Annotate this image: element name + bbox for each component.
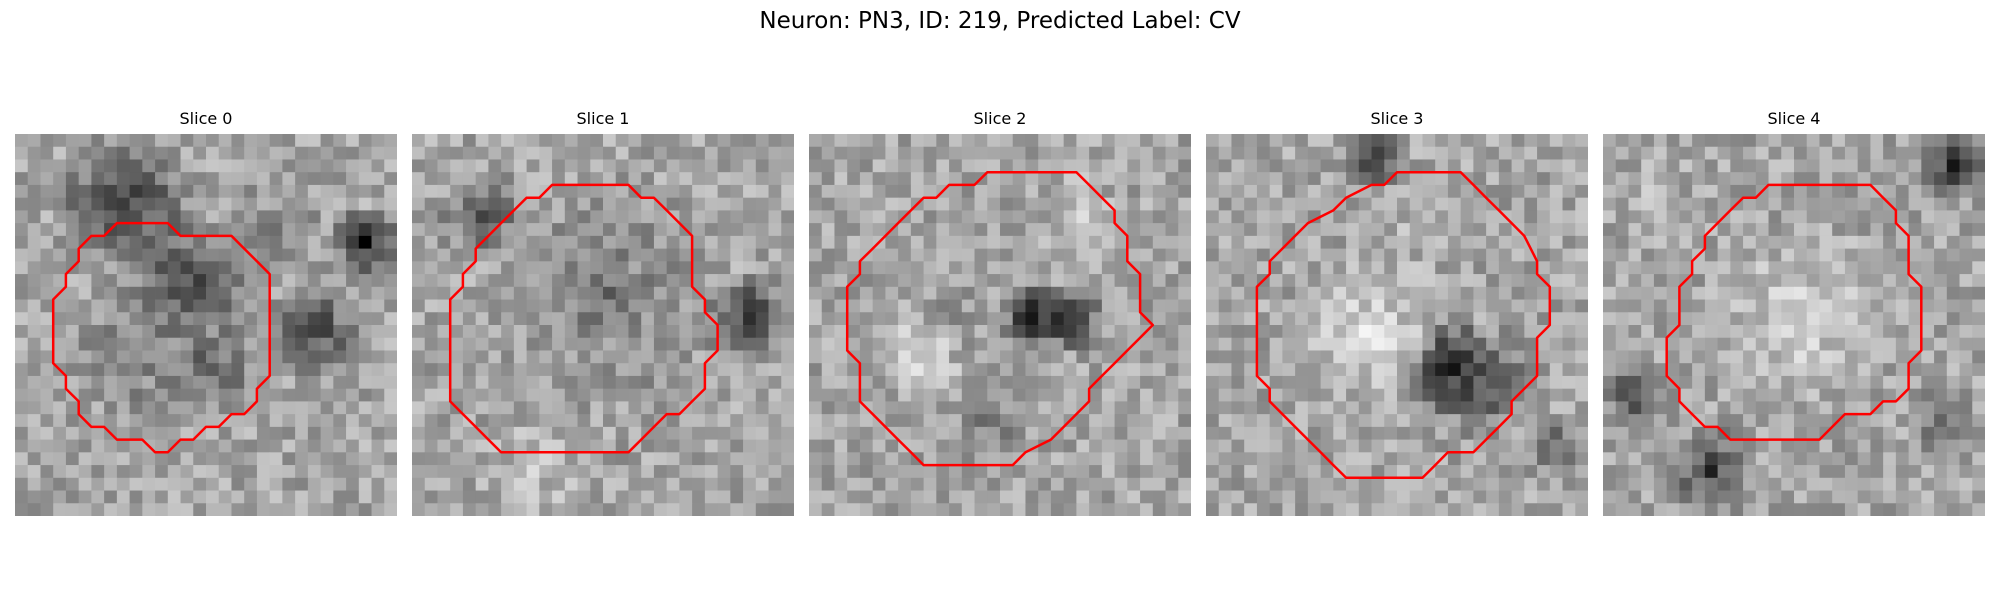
slice-panel: Slice 3 [1206,108,1588,516]
segmentation-contour [448,183,719,454]
segmentation-contour [845,170,1155,467]
slice-title: Slice 3 [1370,109,1424,128]
grayscale-slice-image [1206,134,1588,516]
slice-panel: Slice 0 [15,108,397,516]
slice-panel: Slice 4 [1603,108,1985,516]
grayscale-slice-image [412,134,794,516]
slice-title: Slice 1 [576,109,630,128]
segmentation-contour [51,221,271,454]
slice-panel: Slice 2 [809,108,1191,516]
segmentation-contour [1255,170,1552,480]
grayscale-slice-image [15,134,397,516]
figure-title: Neuron: PN3, ID: 219, Predicted Label: C… [759,8,1241,34]
slice-panel: Slice 1 [412,108,794,516]
grayscale-slice-image [1603,134,1985,516]
grayscale-slice-image [809,134,1191,516]
slice-title: Slice 2 [973,109,1027,128]
slice-title: Slice 0 [179,109,233,128]
segmentation-contour [1665,183,1923,441]
slice-title: Slice 4 [1767,109,1821,128]
